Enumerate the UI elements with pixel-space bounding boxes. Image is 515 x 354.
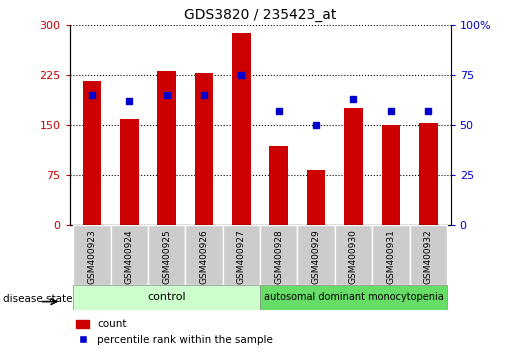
Text: GSM400928: GSM400928: [274, 230, 283, 284]
Bar: [260, 285, 447, 310]
Text: disease state: disease state: [3, 294, 72, 304]
Bar: [195, 73, 213, 225]
Bar: [111, 225, 148, 285]
Bar: [298, 225, 335, 285]
Bar: [148, 225, 185, 285]
Bar: [372, 225, 409, 285]
Legend: count, percentile rank within the sample: count, percentile rank within the sample: [72, 315, 277, 349]
Text: GSM400930: GSM400930: [349, 230, 358, 285]
Text: autosomal dominant monocytopenia: autosomal dominant monocytopenia: [264, 292, 443, 302]
Bar: [185, 225, 222, 285]
Bar: [260, 225, 298, 285]
Bar: [409, 225, 447, 285]
Bar: [344, 108, 363, 225]
Text: GSM400925: GSM400925: [162, 230, 171, 284]
Title: GDS3820 / 235423_at: GDS3820 / 235423_at: [184, 8, 336, 22]
Bar: [222, 225, 260, 285]
Bar: [157, 72, 176, 225]
Bar: [382, 125, 400, 225]
Text: GSM400932: GSM400932: [424, 230, 433, 284]
Text: GSM400923: GSM400923: [88, 230, 96, 284]
Bar: [335, 225, 372, 285]
Bar: [269, 146, 288, 225]
Text: GSM400929: GSM400929: [312, 230, 321, 284]
Text: GSM400926: GSM400926: [199, 230, 209, 284]
Bar: [120, 119, 139, 225]
Bar: [73, 225, 111, 285]
Bar: [73, 285, 260, 310]
Text: control: control: [147, 292, 186, 302]
Text: GSM400931: GSM400931: [386, 230, 396, 285]
Bar: [307, 170, 325, 225]
Bar: [419, 124, 438, 225]
Bar: [82, 81, 101, 225]
Bar: [232, 33, 251, 225]
Text: GSM400924: GSM400924: [125, 230, 134, 284]
Text: GSM400927: GSM400927: [237, 230, 246, 284]
